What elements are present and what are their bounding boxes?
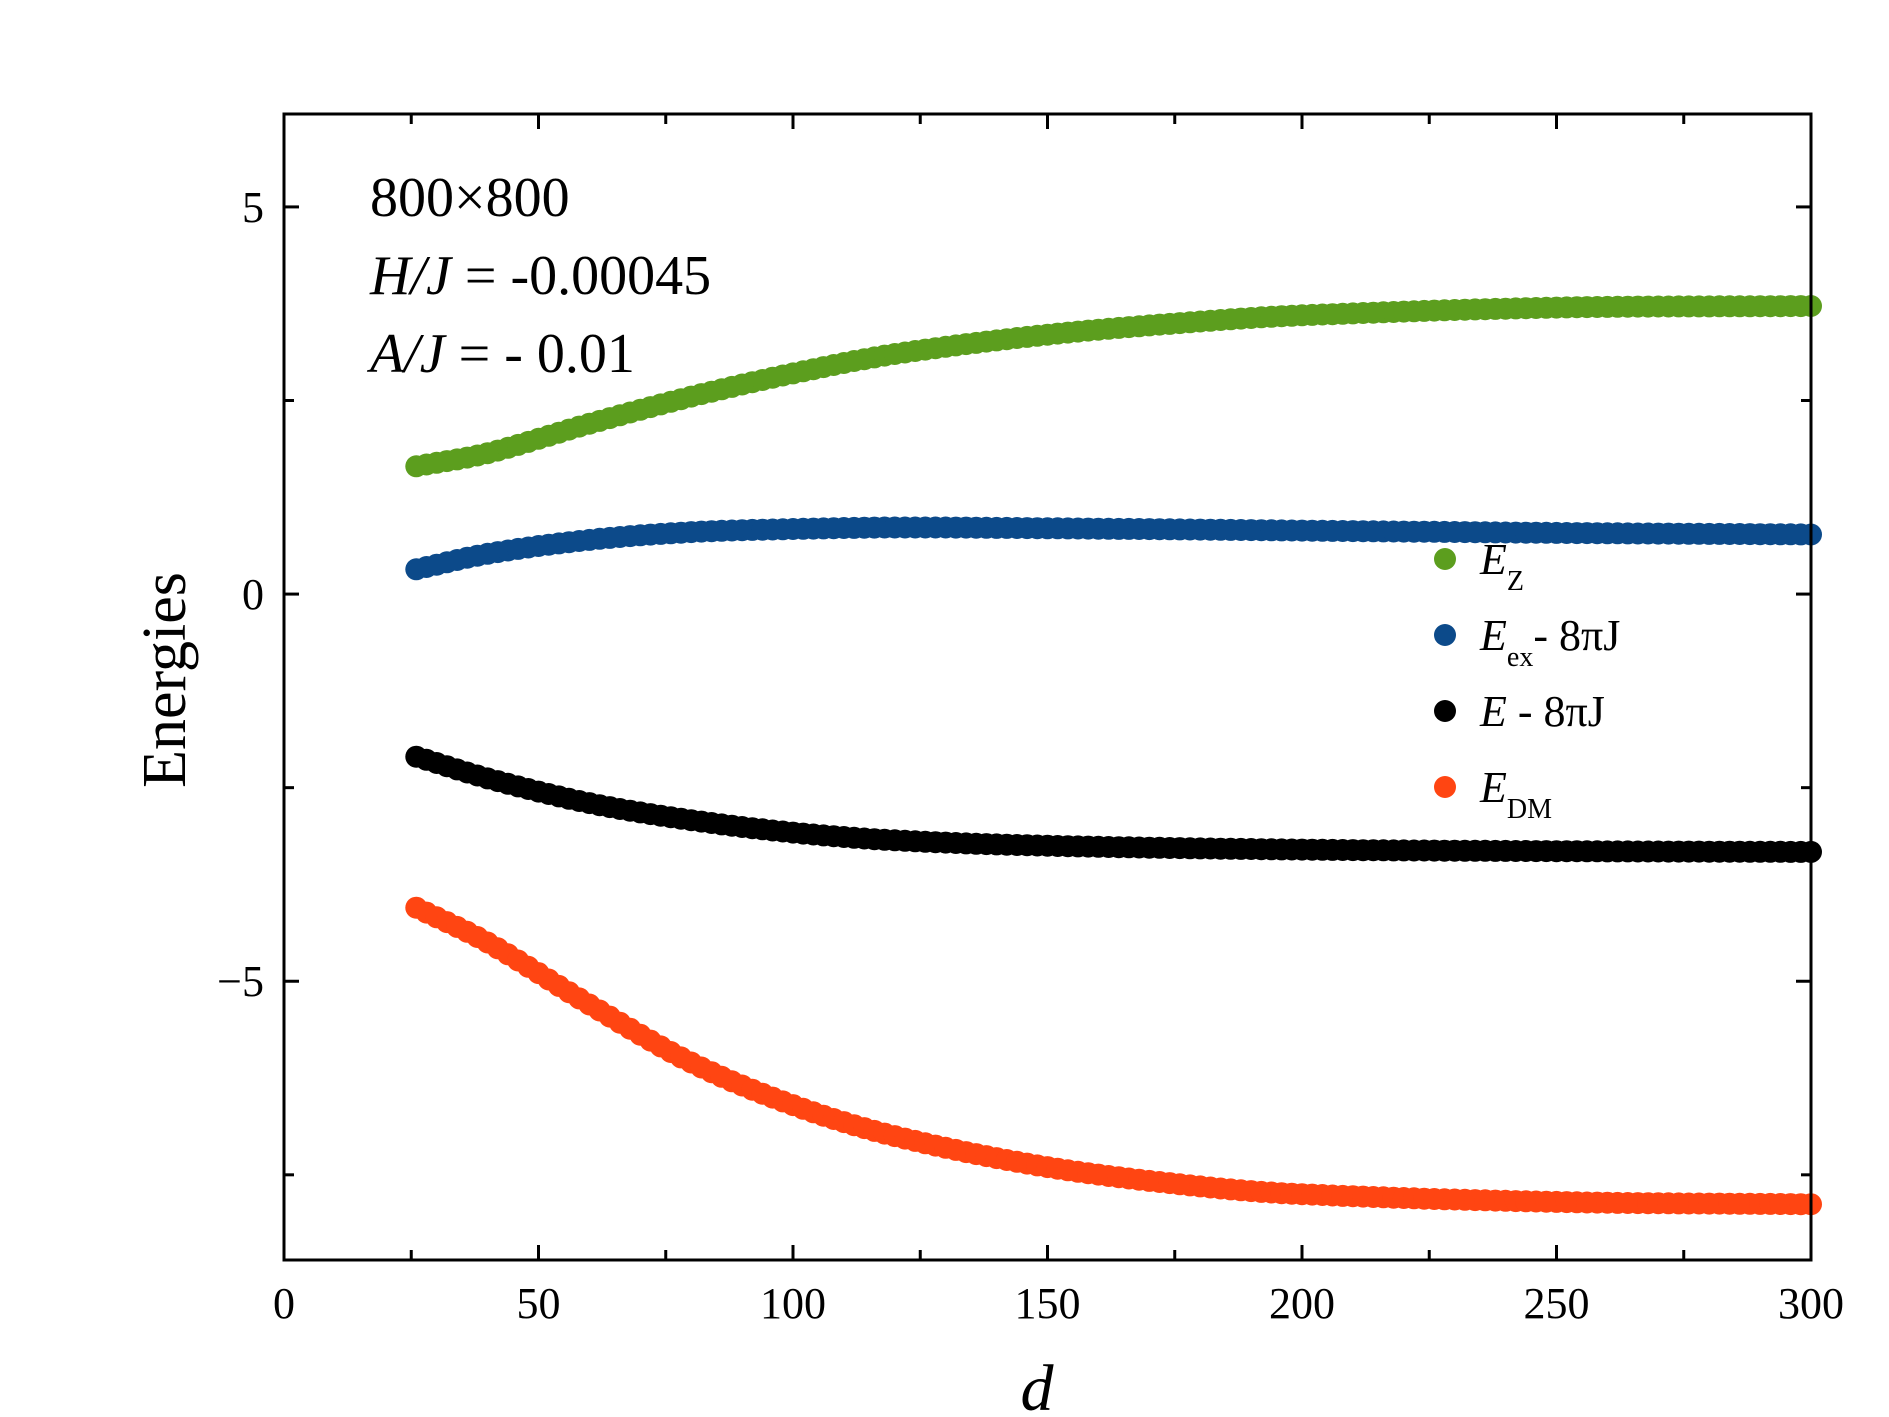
legend-item: EZ xyxy=(1434,535,1524,597)
legend-marker xyxy=(1434,776,1456,798)
legend-marker xyxy=(1434,624,1456,646)
legend-marker xyxy=(1434,700,1456,722)
legend-label-sub: DM xyxy=(1507,794,1552,825)
x-tick-label: 100 xyxy=(760,1279,826,1328)
series-1 xyxy=(405,516,1822,581)
legend-item: E - 8πJ xyxy=(1434,687,1605,736)
x-tick-label: 250 xyxy=(1524,1279,1590,1328)
series-2 xyxy=(405,745,1822,863)
x-tick-label: 300 xyxy=(1778,1279,1844,1328)
annotation-anisotropy-value: = - 0.01 xyxy=(445,323,635,385)
annotation-field-value: = -0.00045 xyxy=(451,245,711,307)
x-tick-label: 50 xyxy=(517,1279,561,1328)
y-tick-label: 0 xyxy=(242,570,264,619)
series-3 xyxy=(405,896,1822,1216)
legend-label-sub: ex xyxy=(1507,642,1533,673)
x-axis-label: d xyxy=(1021,1352,1055,1417)
annotation-field-var: H/J xyxy=(369,245,454,307)
annotation-field: H/J = -0.00045 xyxy=(369,245,711,307)
x-tick-label: 200 xyxy=(1269,1279,1335,1328)
annotation-anisotropy-var: A/J xyxy=(366,323,448,385)
annotation-anisotropy: A/J = - 0.01 xyxy=(366,323,635,385)
legend-label-main: E xyxy=(1479,687,1507,736)
legend-label-rest: - 8πJ xyxy=(1507,687,1605,736)
legend-label-main: E xyxy=(1479,611,1507,660)
legend-label: Eex- 8πJ xyxy=(1479,611,1620,673)
y-tick-label: 5 xyxy=(242,183,264,232)
y-axis-label: Energies xyxy=(131,572,199,788)
legend-label: E - 8πJ xyxy=(1479,687,1605,736)
annotation-grid-size: 800×800 xyxy=(370,167,570,229)
x-tick-label: 0 xyxy=(273,1279,295,1328)
x-tick-label: 150 xyxy=(1015,1279,1081,1328)
axes: 0 50 100 150 200 250 300 −5 0 5 xyxy=(217,112,1844,1328)
legend-item: EDM xyxy=(1434,763,1552,825)
legend-label-main: E xyxy=(1479,763,1507,812)
legend-label: EDM xyxy=(1479,763,1552,825)
data-points xyxy=(405,295,1822,1216)
legend-marker xyxy=(1434,548,1456,570)
series-0 xyxy=(405,295,1822,478)
legend-label-main: E xyxy=(1479,535,1507,584)
legend-label-rest: - 8πJ xyxy=(1533,611,1620,660)
labels: d Energies 800×800 H/J = -0.00045 A/J = … xyxy=(131,167,1055,1417)
legend-item: Eex- 8πJ xyxy=(1434,611,1620,673)
legend-label-sub: Z xyxy=(1507,566,1524,597)
legend-label: EZ xyxy=(1479,535,1524,597)
y-tick-label: −5 xyxy=(217,957,264,1006)
